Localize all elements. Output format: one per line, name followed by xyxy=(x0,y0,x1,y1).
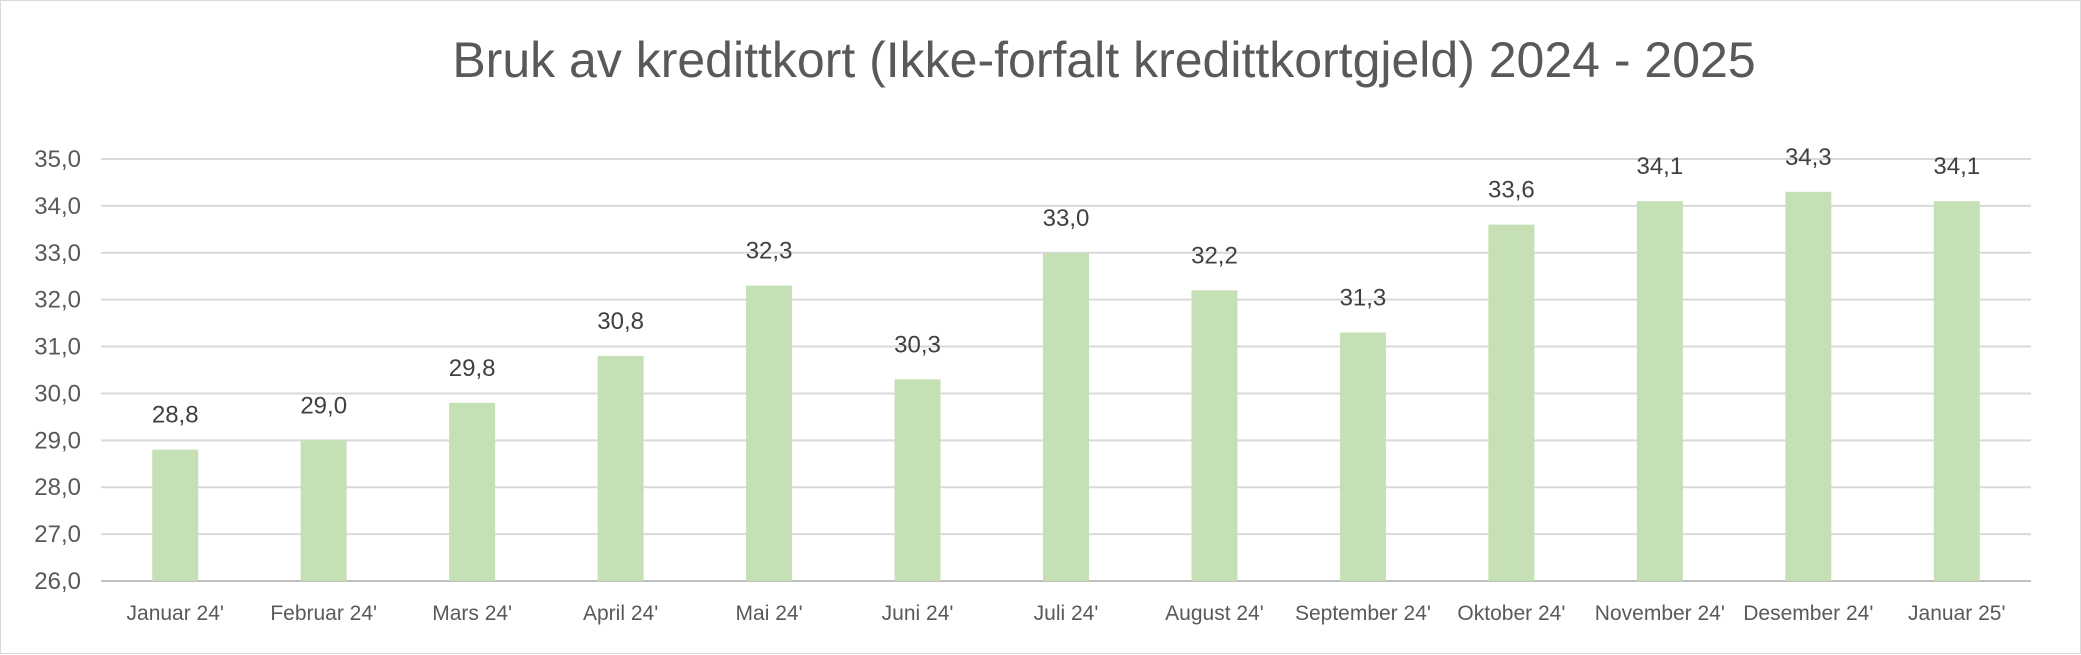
x-tick-label: Oktober 24' xyxy=(1457,602,1565,625)
chart-title: Bruk av kredittkort (Ikke-forfalt kredit… xyxy=(452,32,1755,88)
bar xyxy=(1043,252,1089,581)
data-label: 33,6 xyxy=(1488,177,1535,204)
x-tick-label: November 24' xyxy=(1595,602,1725,625)
y-tick-label: 34,0 xyxy=(34,193,81,220)
y-tick-label: 31,0 xyxy=(34,334,81,361)
data-label: 34,1 xyxy=(1636,153,1683,180)
x-tick-label: Januar 24' xyxy=(127,602,224,625)
bar xyxy=(1339,332,1386,581)
y-tick-label: 27,0 xyxy=(34,521,81,548)
y-tick-label: 32,0 xyxy=(34,287,81,314)
data-label: 33,0 xyxy=(1043,205,1090,232)
bar xyxy=(597,355,644,581)
bar xyxy=(449,402,496,581)
x-tick-label: Januar 25' xyxy=(1908,602,2005,625)
data-label: 29,8 xyxy=(449,355,496,382)
data-label: 32,3 xyxy=(746,238,793,265)
y-tick-label: 35,0 xyxy=(34,146,81,173)
data-label: 34,1 xyxy=(1933,153,1980,180)
bar xyxy=(1933,201,1980,581)
data-label: 32,2 xyxy=(1191,242,1238,269)
data-label: 34,3 xyxy=(1785,144,1832,171)
x-axis-ticks: Januar 24' Februar 24' Mars 24' April 24' Ma… xyxy=(127,602,2006,625)
data-label: 31,3 xyxy=(1340,284,1387,311)
x-tick-label: Februar 24' xyxy=(270,602,377,625)
bar xyxy=(1636,201,1683,581)
x-tick-label: April 24' xyxy=(583,602,658,625)
x-tick-label: Mai 24' xyxy=(736,602,803,625)
bar xyxy=(746,285,793,581)
x-tick-label: September 24' xyxy=(1295,602,1431,625)
x-tick-label: Mars 24' xyxy=(432,602,512,625)
data-label: 30,8 xyxy=(597,308,644,335)
bar xyxy=(1191,290,1238,581)
y-tick-label: 29,0 xyxy=(34,427,81,454)
x-tick-label: Juni 24' xyxy=(882,602,954,625)
y-tick-label: 28,0 xyxy=(34,474,81,501)
x-tick-label: Juli 24' xyxy=(1034,602,1099,625)
x-tick-label: Desember 24' xyxy=(1743,602,1873,625)
data-label: 30,3 xyxy=(894,331,941,358)
y-tick-label: 26,0 xyxy=(34,568,81,595)
y-tick-label: 30,0 xyxy=(34,380,81,407)
bar xyxy=(1785,191,1832,582)
y-tick-label: 33,0 xyxy=(34,240,81,267)
x-tick-label: August 24' xyxy=(1165,602,1264,625)
bar xyxy=(300,440,347,581)
data-labels: 28,8 29,0 29,8 30,8 32,3 30,3 33,0 32,2 31,3 33,6… xyxy=(152,144,1980,429)
y-axis-ticks: 26,0 27,0 28,0 29,0 30,0 31,0 32,0 33,0 34,0 35,0 xyxy=(34,146,81,595)
data-label: 28,8 xyxy=(152,402,199,429)
bar xyxy=(152,449,199,581)
data-label: 29,0 xyxy=(300,392,347,419)
bar xyxy=(1488,224,1535,581)
bars xyxy=(152,191,1980,582)
bar xyxy=(894,379,941,581)
